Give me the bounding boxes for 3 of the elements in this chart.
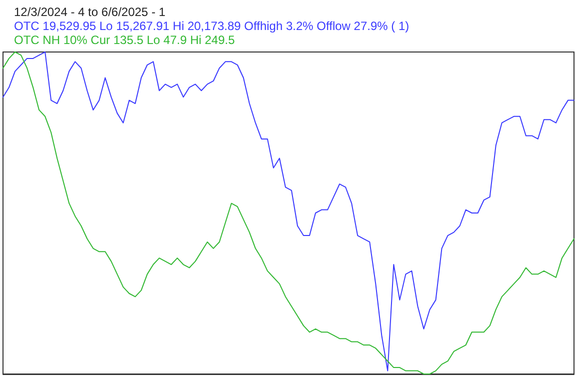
- text: 12/3/2024 - 4 to 6/6/2025 - 1: [14, 5, 166, 19]
- text: OTC NH 10% Cur 135.5 Lo 47.9 Hi 249.5: [14, 33, 236, 47]
- text: OTC 19,529.95 Lo 15,267.91 Hi 20,173.89 Offhigh 3.2% Offlow 27.9% ( 1): [14, 19, 410, 33]
